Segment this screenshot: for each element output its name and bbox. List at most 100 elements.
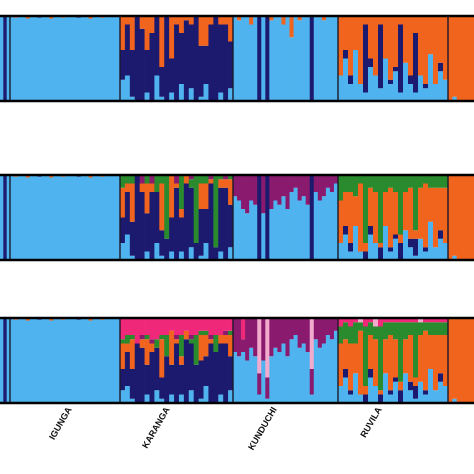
bar-segment-pink — [154, 318, 160, 340]
bar-segment-light_blue — [96, 175, 101, 260]
bar-segment-orange — [452, 318, 458, 399]
bar-segment-light_blue — [353, 226, 359, 260]
bar-segment-light_blue — [285, 16, 290, 101]
bar-segment-orange — [418, 16, 424, 76]
bar-segment-orange — [433, 335, 439, 391]
bar-segment-light_blue — [253, 16, 258, 101]
bar-segment-dark_navy — [228, 356, 234, 391]
bar-segment-light_blue — [72, 16, 78, 101]
bar-segment-green — [343, 322, 349, 340]
bar-segment-dark_navy — [309, 175, 315, 260]
bar-segment-purple — [297, 318, 303, 348]
bar-segment-dark_navy — [438, 230, 444, 239]
bar-segment-pink — [443, 318, 449, 323]
bar-segment-orange — [159, 16, 165, 67]
bar-segment-light_blue — [257, 394, 262, 403]
bar-segment-pink — [164, 318, 170, 335]
bar-segment-green — [378, 326, 384, 391]
bar-segment-light_blue — [65, 318, 70, 403]
bar-segment-orange — [338, 200, 344, 243]
bar-segment-purple — [321, 175, 327, 197]
bar-segment-green — [203, 330, 209, 335]
bar-segment-dark_navy — [408, 381, 414, 391]
bar-segment-light_blue — [178, 394, 185, 403]
bar-segment-purple — [245, 175, 250, 214]
bar-segment-light_blue — [120, 390, 126, 403]
bar-segment-orange — [373, 339, 379, 386]
bar-segment-light_blue — [343, 377, 349, 403]
bar-segment-light_blue — [124, 386, 131, 403]
bar-segment-dark_navy — [174, 187, 180, 260]
bar-segment-light_blue — [45, 16, 50, 101]
bar-segment-pink — [139, 318, 145, 335]
bar-segment-orange — [368, 16, 374, 59]
bar-segment-light_blue — [403, 373, 409, 403]
bar-segment-pink — [378, 318, 384, 327]
bar-segment-light_blue — [33, 318, 38, 403]
bar-segment-light_blue — [245, 360, 250, 403]
bar-segment-orange — [465, 16, 471, 101]
bar-segment-dark_navy — [183, 183, 190, 260]
bar-segment-light_blue — [373, 243, 379, 260]
bar-segment-dark_navy — [159, 377, 165, 399]
bar-segment-green — [383, 175, 389, 192]
bar-segment-green — [343, 175, 349, 192]
bar-segment-purple — [149, 339, 155, 344]
bar-segment-green — [213, 335, 219, 352]
bar-segment-light_blue — [92, 16, 97, 101]
bar-segment-light_blue — [261, 213, 266, 260]
bar-segment-light_blue — [80, 175, 85, 260]
bar-segment-pink — [193, 318, 199, 335]
bar-segment-orange — [469, 318, 474, 403]
bar-segment-green — [129, 175, 136, 184]
bar-segment-pink — [408, 318, 414, 323]
bar-segment-light_blue — [438, 238, 444, 260]
bar-segment-light_blue — [293, 187, 298, 260]
bar-segment-pink — [218, 318, 224, 335]
bar-segment-light_blue — [65, 175, 70, 260]
bar-segment-light_blue — [413, 398, 419, 403]
bar-segment-light_blue — [84, 318, 89, 403]
bar-segment-dark_navy — [208, 343, 214, 403]
bar-segment-pink — [208, 318, 214, 335]
bar-segment-light_blue — [228, 390, 234, 403]
bar-segment-orange — [393, 339, 399, 378]
bar-segment-orange — [237, 16, 242, 21]
bar-segment-pink — [174, 318, 180, 335]
bar-segment-purple — [305, 318, 311, 352]
bar-segment-light_blue — [80, 16, 85, 101]
bar-segment-light_blue — [333, 330, 339, 403]
bar-segment-dark_navy — [223, 343, 229, 403]
bar-segment-pink — [393, 318, 399, 323]
bar-segment-dark_navy — [174, 343, 180, 403]
bar-segment-dark_navy — [348, 390, 354, 395]
bar-segment-dark_navy — [363, 251, 369, 260]
bar-segment-dark_navy — [178, 217, 185, 252]
bar-segment-dark_navy — [423, 84, 429, 89]
bar-segment-purple — [241, 175, 246, 209]
bar-segment-light_blue — [373, 386, 379, 403]
bar-segment-orange — [378, 16, 384, 25]
bar-segment-dark_navy — [129, 369, 136, 399]
bar-segment-light_blue — [313, 192, 319, 260]
bar-segment-light_blue — [433, 390, 439, 403]
bar-segment-orange — [383, 192, 389, 226]
bar-segment-orange — [208, 16, 214, 25]
bar-segment-dark_navy — [393, 234, 399, 239]
bar-segment-light_blue — [363, 92, 369, 101]
bar-segment-light_blue — [438, 71, 444, 101]
bar-segment-light_blue — [84, 16, 89, 101]
bar-segment-orange — [413, 230, 419, 239]
bar-segment-purple — [257, 373, 262, 395]
bar-segment-light_blue — [338, 386, 344, 403]
bar-segment-light_blue — [124, 75, 131, 101]
bar-segment-light_blue — [277, 204, 282, 260]
bar-segment-orange — [403, 16, 409, 63]
bar-segment-light_blue — [0, 175, 4, 260]
bar-segment-purple — [265, 377, 270, 399]
bar-segment-light_blue — [321, 20, 327, 101]
bar-segment-orange — [49, 318, 54, 321]
bar-segment-light_blue — [452, 398, 458, 403]
bar-segment-light_blue — [443, 79, 449, 101]
bar-segment-light_blue — [41, 175, 46, 260]
